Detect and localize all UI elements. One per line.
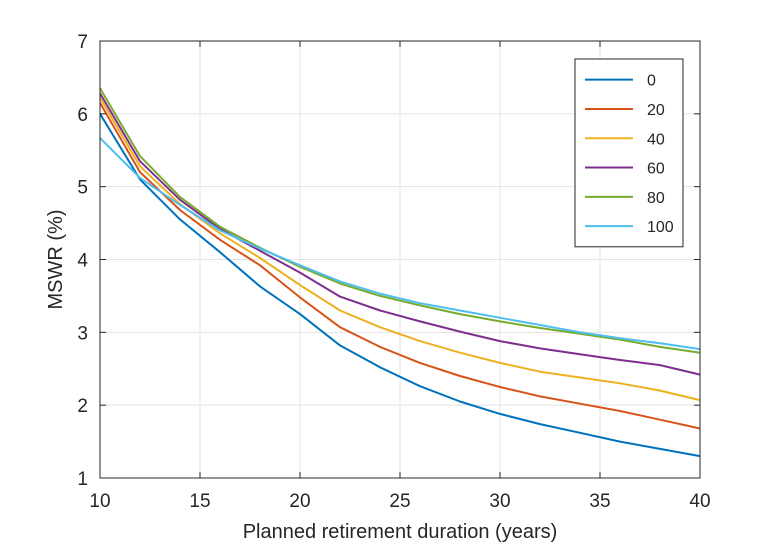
x-axis-label: Planned retirement duration (years) — [243, 521, 558, 543]
axis-ticks: 10 15 20 25 30 35 40 1 2 3 4 5 6 7 — [77, 32, 710, 512]
x-tick-label: 15 — [189, 491, 210, 512]
series-lines — [99, 87, 701, 458]
y-tick-label: 3 — [77, 323, 88, 344]
y-axis-label: MSWR (%) — [45, 210, 67, 310]
legend-label-60: 60 — [647, 161, 665, 178]
x-tick-label: 40 — [689, 491, 710, 512]
y-tick-label: 4 — [77, 251, 88, 272]
x-tick-label: 30 — [489, 491, 510, 512]
series-line-20 — [99, 102, 701, 430]
x-tick-label: 20 — [289, 491, 310, 512]
y-tick-label: 2 — [77, 396, 88, 417]
x-tick-label: 35 — [589, 491, 610, 512]
legend-label-20: 20 — [647, 102, 665, 119]
series-line-80 — [99, 87, 701, 354]
series-line-60 — [99, 92, 701, 376]
series-line-0 — [99, 113, 701, 458]
legend-box — [574, 58, 684, 248]
y-tick-label: 6 — [77, 105, 88, 126]
legend-label-40: 40 — [647, 131, 665, 148]
legend-label-0: 0 — [647, 73, 656, 90]
series-line-100 — [99, 137, 701, 351]
x-tick-label: 25 — [389, 491, 410, 512]
y-tick-label: 5 — [77, 178, 88, 199]
x-tick-label: 10 — [89, 491, 110, 512]
y-tick-label: 1 — [77, 469, 88, 490]
y-tick-label: 7 — [77, 32, 88, 53]
legend-label-100: 100 — [647, 219, 674, 236]
legend-label-80: 80 — [647, 190, 665, 207]
legend: 0 20 40 60 80 100 — [574, 58, 684, 248]
